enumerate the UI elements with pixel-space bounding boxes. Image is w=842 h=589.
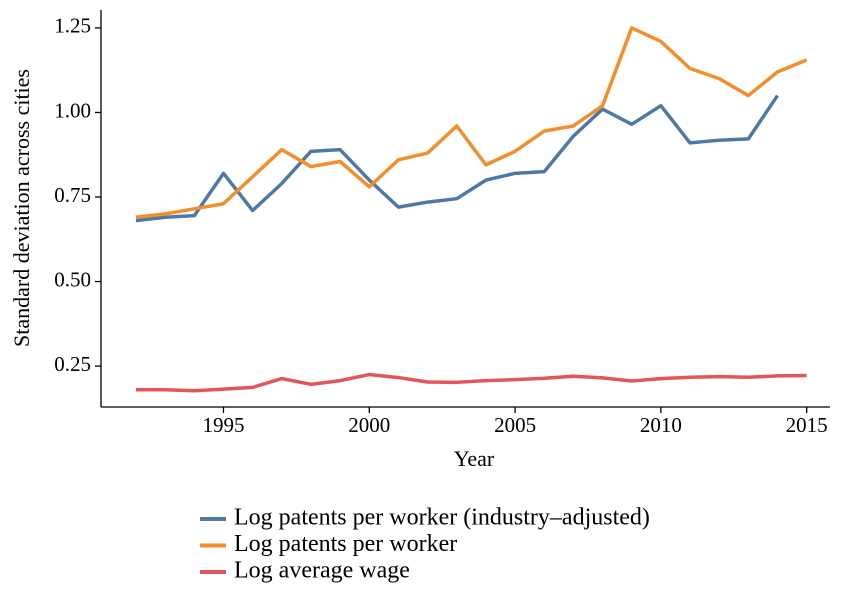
y-tick-label: 1.25 <box>54 14 91 38</box>
y-tick-label: 0.50 <box>54 267 91 291</box>
legend-label: Log average wage <box>234 558 410 584</box>
x-tick-label: 2015 <box>786 413 828 437</box>
y-tick-label: 1.00 <box>54 98 91 122</box>
y-tick-label: 0.25 <box>54 352 91 376</box>
y-tick-label: 0.75 <box>54 183 91 207</box>
series-line <box>135 94 779 223</box>
x-tick-label: 2010 <box>640 413 682 437</box>
y-axis-label: Standard deviation across cities <box>9 69 34 347</box>
legend-label: Log patents per worker (industry–adjuste… <box>234 505 650 531</box>
x-tick-label: 2000 <box>348 413 390 437</box>
x-axis-label: Year <box>454 446 495 471</box>
legend-label: Log patents per worker <box>234 531 457 557</box>
series-line <box>135 372 807 393</box>
series-line <box>135 26 808 220</box>
x-tick-label: 2005 <box>494 413 536 437</box>
x-tick-label: 1995 <box>202 413 244 437</box>
